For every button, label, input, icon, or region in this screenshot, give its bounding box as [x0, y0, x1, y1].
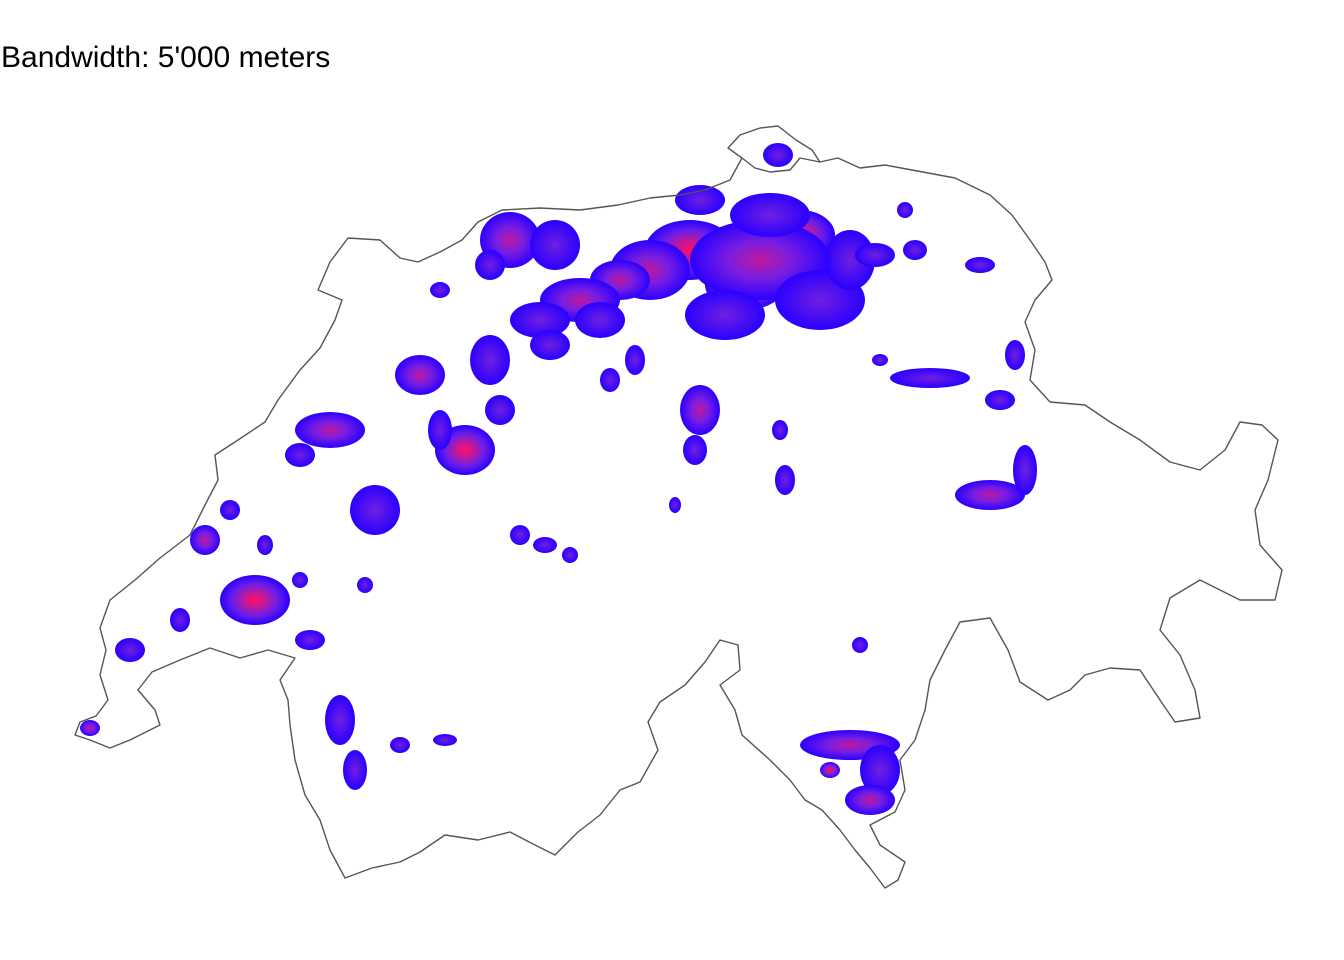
density-blob — [325, 695, 355, 745]
density-blob — [625, 345, 645, 375]
density-blob — [825, 230, 875, 290]
density-blob — [80, 720, 100, 736]
density-blob — [357, 577, 373, 593]
density-blob — [430, 282, 450, 298]
density-blob — [220, 500, 240, 520]
density-blob — [685, 290, 765, 340]
density-blob — [530, 330, 570, 360]
density-blob — [683, 435, 707, 465]
density-blob — [772, 420, 788, 440]
density-blob — [115, 638, 145, 662]
country-border — [74, 125, 1283, 889]
density-blob — [965, 257, 995, 273]
density-blob — [852, 637, 868, 653]
density-blob — [855, 243, 895, 267]
density-blob — [343, 750, 367, 790]
density-blob — [845, 785, 895, 815]
density-blob — [350, 485, 400, 535]
density-blob — [220, 575, 290, 625]
density-blob — [530, 220, 580, 270]
density-blob — [955, 480, 1025, 510]
density-blob — [395, 355, 445, 395]
northern-border-detail — [741, 157, 821, 173]
density-blob — [295, 412, 365, 448]
density-blob — [730, 193, 810, 237]
density-blob — [1005, 340, 1025, 370]
density-blob — [170, 608, 190, 632]
plot-title: Bandwidth: 5'000 meters — [1, 41, 331, 74]
density-blob — [600, 368, 620, 392]
density-blob — [890, 368, 970, 388]
density-blob — [897, 202, 913, 218]
density-blob — [903, 240, 927, 260]
density-blob — [390, 737, 410, 753]
density-blob — [292, 572, 308, 588]
density-blob — [562, 547, 578, 563]
density-blob — [257, 535, 273, 555]
density-blob — [295, 630, 325, 650]
density-blob — [669, 497, 681, 513]
density-blob — [860, 745, 900, 795]
density-layer — [80, 143, 1037, 815]
density-blob — [428, 410, 452, 450]
density-blob — [775, 465, 795, 495]
density-blob — [475, 250, 505, 280]
density-blob — [763, 143, 793, 167]
density-blob — [1013, 445, 1037, 495]
density-blob — [510, 302, 570, 338]
density-blob — [680, 385, 720, 435]
density-blob — [510, 525, 530, 545]
density-blob — [872, 354, 888, 366]
density-blob — [433, 734, 457, 746]
density-blob — [575, 302, 625, 338]
density-blob — [675, 185, 725, 215]
density-blob — [485, 395, 515, 425]
density-blob — [820, 762, 840, 778]
density-blob — [190, 525, 220, 555]
density-blob — [285, 443, 315, 467]
density-blob — [533, 537, 557, 553]
density-blob — [470, 335, 510, 385]
density-blob — [985, 390, 1015, 410]
